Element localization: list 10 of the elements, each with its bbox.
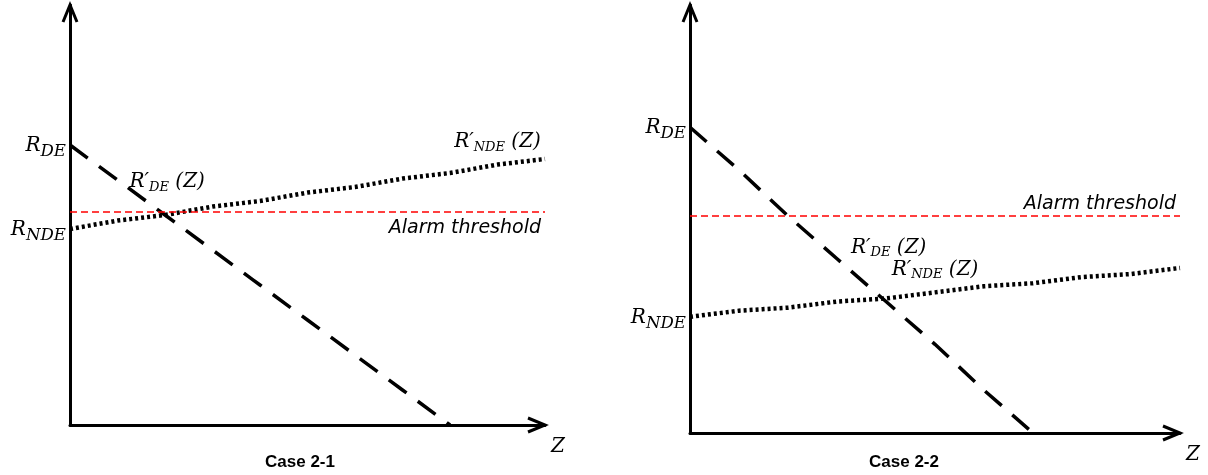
- text: R$_{DE}$: [25, 131, 66, 162]
- text: R$_{NDE}$: [630, 302, 686, 334]
- ref-line-label: Alarm threshold: [386, 214, 542, 237]
- text: R$_{NDE}$: [10, 215, 66, 246]
- text: Case 2-1: [265, 452, 335, 471]
- x-axis-title: Z: [550, 433, 566, 457]
- ref-line-label: Alarm threshold: [1021, 191, 1177, 214]
- text: Case 2-2: [869, 452, 939, 471]
- text: R$_{DE}$: [645, 113, 686, 145]
- x-axis-title: Z: [1185, 441, 1201, 465]
